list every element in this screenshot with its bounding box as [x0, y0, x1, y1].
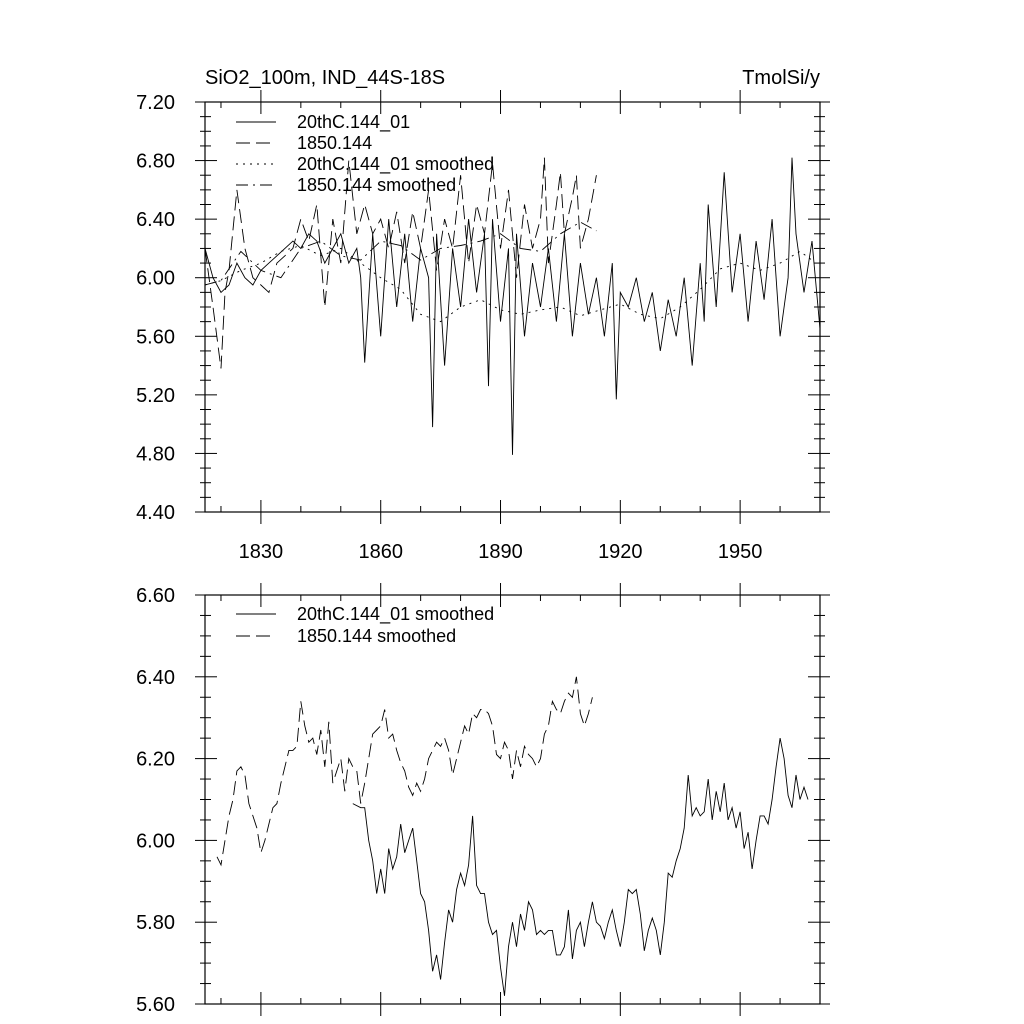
x-tick-label: 1950	[718, 541, 763, 563]
legend-label: 20thC.144_01 smoothed	[297, 154, 494, 175]
y-tick-label: 7.20	[136, 92, 175, 114]
y-tick-label: 6.00	[136, 830, 175, 852]
y-tick-label: 5.60	[136, 994, 175, 1016]
plot-frame	[204, 594, 821, 1005]
y-tick-label: 6.40	[136, 209, 175, 231]
y-tick-label: 6.40	[136, 667, 175, 689]
x-tick-label: 1860	[358, 541, 403, 563]
legend-label: 1850.144 smoothed	[297, 175, 456, 195]
legend-label: 1850.144	[297, 133, 372, 153]
y-tick-label: 4.80	[136, 443, 175, 465]
x-tick-label: 1890	[478, 541, 523, 563]
series-line-2	[216, 676, 593, 867]
chart-title-left: SiO2_100m, IND_44S-18S	[205, 67, 445, 89]
y-tick-label: 5.20	[136, 385, 175, 407]
series-line-1	[205, 157, 820, 455]
y-tick-label: 6.00	[136, 268, 175, 290]
x-tick-label: 1920	[598, 541, 643, 563]
bottom-panel: 5.60 5.80 6.00 6.20 6.40 6.60 20thC.144_01 smo…	[136, 583, 830, 1016]
x-tick-label: 1830	[239, 541, 284, 563]
y-tick-label: 5.80	[136, 912, 175, 934]
top-panel: 4.40 4.80 5.20 5.60 6.00 6.40 6.80 7.20 1830 1860…	[136, 67, 830, 563]
series-line-4	[205, 221, 597, 286]
series-line-1	[352, 738, 809, 996]
y-tick-label: 5.60	[136, 326, 175, 348]
legend-label: 20thC.144_01	[297, 112, 410, 133]
series-line-2	[205, 157, 597, 369]
y-tick-label: 6.20	[136, 749, 175, 771]
legend-label: 1850.144 smoothed	[297, 626, 456, 646]
chart-title-right: TmolSi/y	[742, 67, 820, 89]
y-tick-label: 6.80	[136, 151, 175, 173]
y-tick-label: 6.60	[136, 585, 175, 607]
y-tick-label: 4.40	[136, 502, 175, 524]
legend-label: 20thC.144_01 smoothed	[297, 604, 494, 625]
